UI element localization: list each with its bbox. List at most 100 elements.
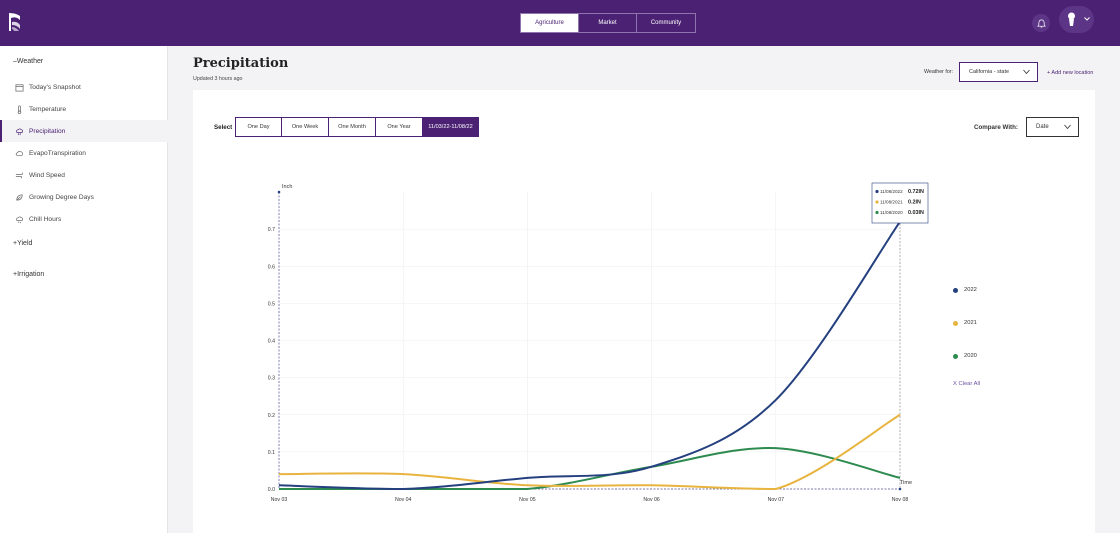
y-axis-end-dot [277, 190, 281, 194]
sidebar-item-label: Wind Speed [29, 171, 65, 179]
profile-menu-button[interactable] [1059, 6, 1094, 33]
chevron-down-icon [1023, 69, 1030, 75]
wind-icon [15, 172, 23, 178]
tooltip-date: 11/08/2021 [880, 200, 903, 205]
legend-dot [953, 287, 958, 293]
sidebar-item-growing-degree-days[interactable]: Growing Degree Days [0, 186, 168, 208]
y-tick-label: 0.0 [268, 487, 275, 493]
tab-community[interactable]: Community [650, 20, 682, 26]
sidebar-item-label: EvapoTranspiration [29, 149, 86, 157]
y-axis-label: Inch [282, 184, 292, 190]
top-bar: Agriculture Market Community [0, 0, 1120, 46]
brand-logo-icon[interactable] [8, 12, 22, 32]
range-one-month[interactable]: One Month [329, 118, 376, 136]
tooltip-date: 11/08/2022 [880, 189, 903, 194]
series-line-2020 [279, 447, 901, 490]
compare-with-value: Date [1036, 124, 1049, 130]
series-line-2021 [278, 413, 901, 491]
chevron-down-icon [1064, 124, 1071, 130]
legend-dot [953, 320, 958, 326]
legend-item-2022[interactable]: 2022 [953, 287, 977, 293]
tooltip-dot [875, 189, 879, 194]
add-location-link[interactable]: + Add new location [1047, 70, 1094, 76]
tab-agriculture[interactable]: Agriculture [521, 14, 579, 32]
weather-for-label: Weather for: [924, 69, 954, 75]
cloud-icon [15, 150, 23, 156]
range-one-day[interactable]: One Day [236, 118, 282, 136]
sidebar-group-label: Irrigation [17, 271, 45, 278]
bell-icon [1036, 19, 1046, 27]
x-tick-label: Nov 06 [643, 497, 660, 503]
sidebar-item-label: Precipitation [29, 127, 66, 135]
tooltip-value: 0.03IN [908, 210, 924, 216]
location-select[interactable]: California - state [959, 62, 1038, 82]
y-tick-label: 0.3 [268, 376, 275, 382]
expand-icon: + [13, 271, 18, 278]
tooltip-value: 0.2IN [908, 200, 921, 206]
series-line-2022 [278, 221, 901, 491]
sidebar-group-yield[interactable]: +Yield [13, 240, 32, 247]
sidebar-item-temperature[interactable]: Temperature [0, 98, 168, 120]
legend-label: 2022 [964, 287, 977, 293]
sidebar-item-label: Today's Snapshot [29, 83, 81, 91]
x-tick-label: Nov 04 [395, 497, 412, 503]
chevron-down-icon [1084, 17, 1090, 21]
legend-label: 2020 [964, 353, 977, 359]
y-tick-label: 0.4 [268, 339, 275, 345]
x-tick-label: Nov 08 [892, 497, 909, 503]
sidebar-item-label: Growing Degree Days [29, 193, 94, 201]
range-one-year[interactable]: One Year [376, 118, 423, 136]
notifications-button[interactable] [1032, 14, 1050, 32]
clear-all-button[interactable]: X Clear All [953, 381, 981, 387]
sidebar-item-precipitation[interactable]: Precipitation [0, 120, 168, 142]
collapse-icon: – [13, 58, 17, 65]
tooltip-box [871, 182, 929, 224]
y-tick-label: 0.6 [268, 264, 275, 270]
legend-item-2020[interactable]: 2020 [953, 353, 977, 359]
y-tick-label: 0.5 [268, 301, 275, 307]
tooltip-dot [875, 200, 879, 204]
sidebar-item-label: Temperature [29, 105, 67, 113]
thermometer-icon [17, 105, 22, 114]
range-custom-dates[interactable]: 11/03/22-11/08/22 [423, 118, 478, 136]
tooltip-dot [875, 210, 879, 215]
sidebar-item-chill-hours[interactable]: Chill Hours [0, 208, 168, 230]
range-one-week[interactable]: One Week [282, 118, 329, 136]
x-axis-label: Time [900, 480, 912, 486]
compare-with-select[interactable]: Date [1026, 117, 1079, 137]
snow-cloud-icon [16, 215, 23, 223]
y-tick-label: 0.1 [268, 450, 275, 456]
sidebar-item-wind-speed[interactable]: Wind Speed [0, 164, 168, 186]
sidebar-item-todays-snapshot[interactable]: Today's Snapshot [0, 76, 168, 98]
sidebar-group-irrigation[interactable]: +Irrigation [13, 271, 44, 278]
chart-card [193, 90, 1095, 533]
updated-timestamp: Updated 3 hours ago [193, 76, 243, 82]
sidebar-group-weather[interactable]: –Weather [13, 58, 43, 65]
x-tick-label: Nov 07 [768, 497, 785, 503]
location-select-value: California - state [969, 69, 1010, 75]
tab-market[interactable]: Market [579, 14, 637, 32]
range-select-label: Select [214, 124, 233, 131]
legend-label: 2021 [964, 320, 977, 326]
precipitation-line-chart[interactable]: 0.0 0.1 0.2 0.3 0.4 0.5 0.6 0.7 Nov 03 Nov 04 Nov … [230, 180, 990, 510]
x-axis-end-dot [898, 487, 902, 491]
top-navigation: Agriculture Market Community [520, 13, 696, 33]
tooltip-value: 0.72IN [908, 189, 924, 195]
y-tick-label: 0.2 [268, 413, 275, 419]
rain-cloud-icon [16, 127, 23, 135]
calendar-icon [15, 83, 24, 91]
avatar-icon [1068, 12, 1075, 26]
sidebar-group-label: Weather [16, 58, 44, 65]
x-tick-label: Nov 03 [271, 497, 288, 503]
range-selector: One Day One Week One Month One Year 11/0… [235, 117, 479, 137]
leaf-icon [16, 193, 23, 201]
legend-item-2021[interactable]: 2021 [953, 320, 977, 326]
sidebar-item-evapotranspiration[interactable]: EvapoTranspiration [0, 142, 168, 164]
expand-icon: + [13, 240, 18, 247]
sidebar-group-label: Yield [17, 240, 33, 247]
sidebar-item-label: Chill Hours [29, 215, 62, 223]
compare-with-label: Compare With: [974, 124, 1018, 131]
y-tick-label: 0.7 [268, 227, 275, 233]
tooltip-date: 11/08/2020 [880, 210, 903, 215]
x-tick-label: Nov 05 [519, 497, 536, 503]
